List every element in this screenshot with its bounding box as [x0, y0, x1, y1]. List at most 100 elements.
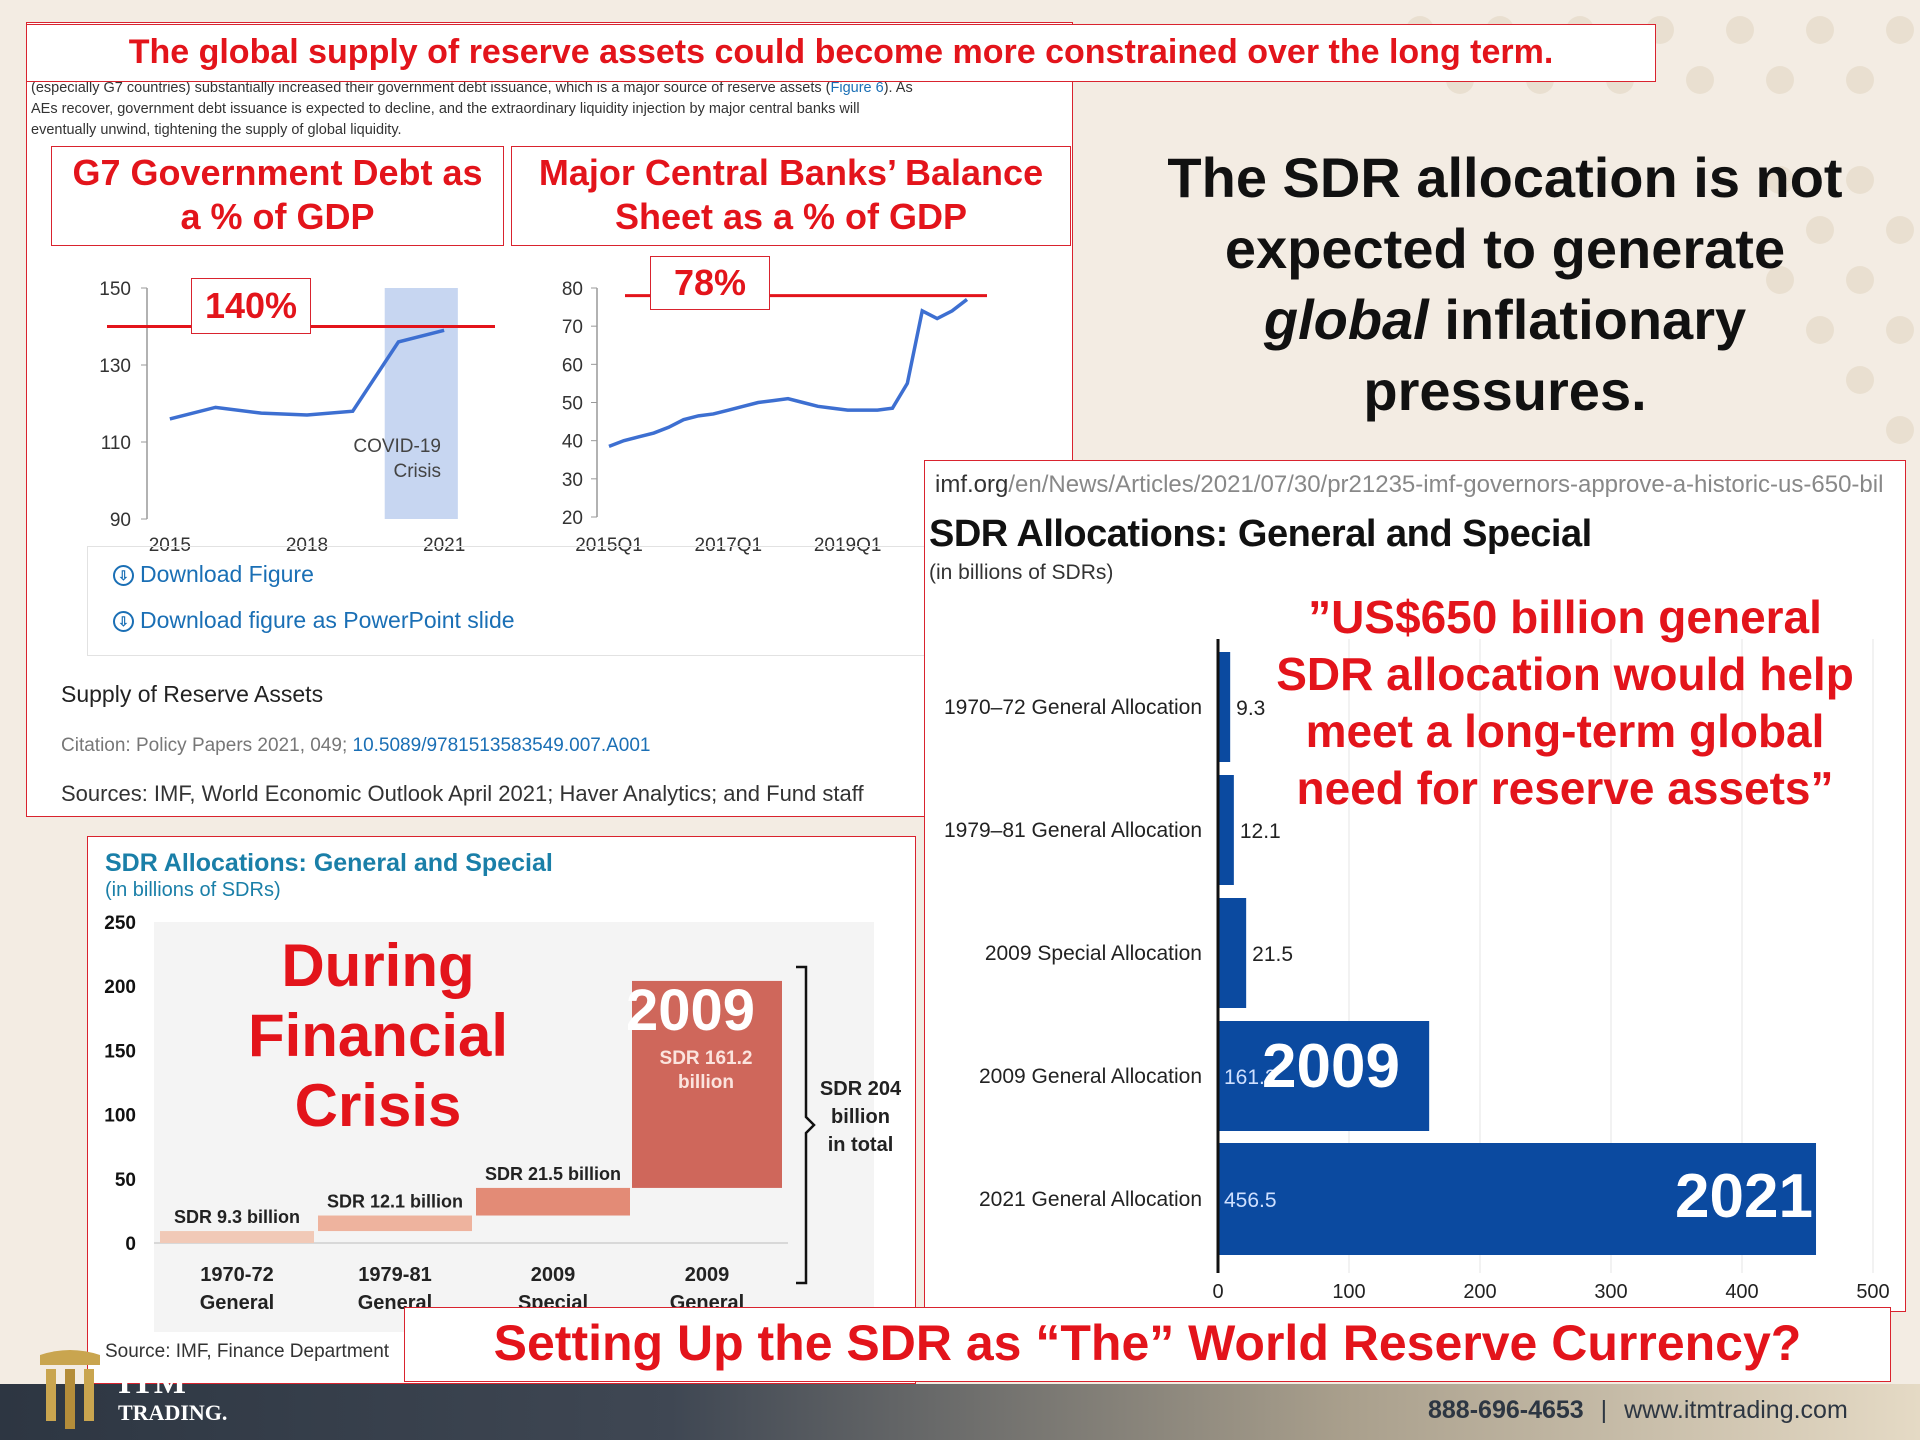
covid-annotation: Crisis	[394, 461, 442, 482]
footer-phone[interactable]: 888-696-4653	[1428, 1396, 1584, 1424]
cb-y-tick-label: 60	[562, 355, 583, 376]
sdr-left-y-tick-label: 200	[104, 977, 136, 998]
sdr-right-value-label: 161.2	[1224, 1066, 1277, 1089]
url-domain: imf.org	[935, 471, 1009, 498]
quote-line: SDR allocation would help	[1276, 648, 1854, 700]
brace-line: in total	[827, 1134, 894, 1156]
overlay-line: Financial	[247, 1002, 509, 1069]
headline-right: The SDR allocation is not expected to ge…	[1120, 142, 1890, 426]
download-icon: ⇩	[113, 611, 134, 632]
footer-website[interactable]: www.itmtrading.com	[1624, 1396, 1848, 1424]
sdr-left-y-tick-label: 50	[115, 1170, 136, 1191]
overlay-line: Crisis	[294, 1072, 462, 1139]
sdr-right-chart: 0 100 200 300 400 500 1970–72 General Allocat…	[944, 639, 1890, 1303]
sdr-right-x-tick-label: 400	[1725, 1281, 1758, 1303]
crisis-overlay: During Financial Crisis	[228, 931, 528, 1141]
cb-callout: 78%	[650, 256, 770, 310]
figure-link[interactable]: Figure 6	[830, 80, 884, 96]
sdr-right-bar	[1218, 652, 1231, 762]
download-figure-link[interactable]: ⇩ Download Figure	[113, 561, 314, 588]
logo-text-top: ITM	[118, 1364, 186, 1401]
itm-logo-icon	[40, 1350, 100, 1429]
headline-line: pressures.	[1363, 359, 1647, 422]
cb-y-tick-label: 20	[562, 508, 583, 529]
bottom-banner: Setting Up the SDR as “The” World Reserv…	[404, 1307, 1891, 1382]
sdr-left-panel: SDR Allocations: General and Special (in…	[87, 836, 916, 1384]
sdr-left-bar-label: SDR 21.5 billion	[485, 1164, 621, 1184]
download-ppt-link[interactable]: ⇩ Download figure as PowerPoint slide	[113, 607, 515, 634]
central-bank-chart: 203040506070802015Q12017Q12019Q12021	[562, 279, 988, 556]
g7-y-tick-label: 110	[101, 433, 131, 454]
article-line: AEs recover, government debt issuance is…	[31, 101, 860, 117]
cb-balance-line	[608, 298, 969, 449]
article-line: eventually unwind, tightening the supply…	[31, 122, 402, 138]
headline-line: The SDR allocation is not	[1167, 146, 1843, 209]
g7-x-tick-label: 2015	[149, 535, 191, 556]
download-ppt-label: Download figure as PowerPoint slide	[140, 607, 515, 633]
overlay-year-2009: 2009	[626, 978, 756, 1043]
sdr-right-category-label: 1970–72 General Allocation	[944, 696, 1202, 719]
headline-line: expected to generate	[1224, 217, 1786, 280]
sdr-right-category-label: 1979–81 General Allocation	[944, 819, 1202, 842]
logo-text-bottom: TRADING.	[118, 1400, 228, 1425]
sdr-left-y-tick-label: 100	[104, 1106, 136, 1127]
cb-chart-title: Major Central Banks’ Balance Sheet as a …	[511, 146, 1071, 246]
headline-line: inflationary	[1444, 288, 1747, 351]
sdr-right-category-label: 2021 General Allocation	[979, 1188, 1202, 1211]
g7-x-tick-label: 2021	[423, 535, 465, 556]
cb-x-tick-label: 2019Q1	[814, 535, 882, 556]
sdr-left-x-label: 1970-72	[200, 1264, 273, 1286]
overlay-line: During	[281, 932, 475, 999]
cb-x-tick-label: 2015Q1	[575, 535, 643, 556]
g7-y-tick-label: 130	[99, 356, 131, 377]
cb-y-tick-label: 30	[562, 470, 583, 491]
quote-line: need for reserve assets”	[1296, 762, 1834, 814]
cb-y-tick-label: 80	[562, 279, 583, 300]
sdr-right-quote: ”US$650 billion general SDR allocation w…	[1240, 589, 1890, 817]
citation: Citation: Policy Papers 2021, 049; 10.50…	[61, 735, 650, 757]
total-brace	[796, 965, 816, 1285]
article-panel: (especially G7 countries) substantially …	[26, 22, 1073, 817]
g7-debt-line	[169, 328, 445, 421]
sdr-left-bar	[160, 1231, 314, 1243]
sdr-right-bar	[1218, 898, 1247, 1008]
g7-y-tick-label: 90	[110, 510, 131, 531]
sdr-left-x-label: 2009	[685, 1264, 730, 1286]
cb-y-tick-label: 40	[562, 432, 583, 453]
supply-title: Supply of Reserve Assets	[61, 681, 324, 707]
big-bar-line: SDR 161.2	[659, 1048, 753, 1069]
sdr-left-bar-label: SDR 12.1 billion	[327, 1192, 463, 1212]
covid-annotation: COVID-19	[353, 436, 441, 457]
citation-label: Citation: Policy Papers 2021, 049;	[61, 735, 353, 756]
article-line: ). As	[883, 80, 913, 96]
g7-debt-chart: 90 110 130 150 2015 2018 2021 COVID-19 Crisis	[99, 279, 495, 556]
sdr-left-y-tick-label: 250	[104, 913, 136, 934]
sources-note: Sources: IMF, World Economic Outlook Apr…	[61, 781, 864, 806]
sdr-right-x-tick-label: 200	[1463, 1281, 1496, 1303]
g7-callout: 140%	[191, 278, 311, 334]
download-figure-label: Download Figure	[140, 561, 314, 587]
brace-line: SDR 204	[819, 1078, 902, 1100]
headline-emphasis: global	[1263, 288, 1429, 351]
footer-contact: 888-696-4653 | www.itmtrading.com	[1428, 1396, 1848, 1425]
sdr-right-bar	[1218, 1021, 1430, 1131]
sdr-left-x-label: General	[200, 1292, 274, 1314]
citation-doi-link[interactable]: 10.5089/9781513583549.007.A001	[352, 735, 651, 756]
sdr-right-x-tick-label: 100	[1332, 1281, 1365, 1303]
sdr-right-category-label: 2009 Special Allocation	[985, 942, 1202, 965]
brace-label: SDR 204 billion in total	[808, 1075, 913, 1159]
big-bar-label: SDR 161.2 billion	[633, 1047, 779, 1095]
sdr-left-title: SDR Allocations: General and Special	[105, 849, 553, 877]
sdr-right-value-label: 12.1	[1240, 820, 1281, 843]
sdr-right-value-label: 9.3	[1236, 697, 1265, 720]
sdr-right-x-tick-label: 500	[1856, 1281, 1889, 1303]
sdr-left-subtitle: (in billions of SDRs)	[105, 879, 281, 901]
sdr-right-value-label: 21.5	[1252, 943, 1293, 966]
download-box	[87, 546, 1068, 656]
article-line: (especially G7 countries) substantially …	[31, 80, 831, 96]
sdr-right-value-label: 456.5	[1224, 1189, 1277, 1212]
download-icon: ⇩	[113, 565, 134, 586]
cb-y-tick-label: 50	[562, 394, 583, 415]
url-bar[interactable]: imf.org/en/News/Articles/2021/07/30/pr21…	[935, 471, 1905, 499]
sdr-right-title: SDR Allocations: General and Special	[929, 513, 1592, 555]
